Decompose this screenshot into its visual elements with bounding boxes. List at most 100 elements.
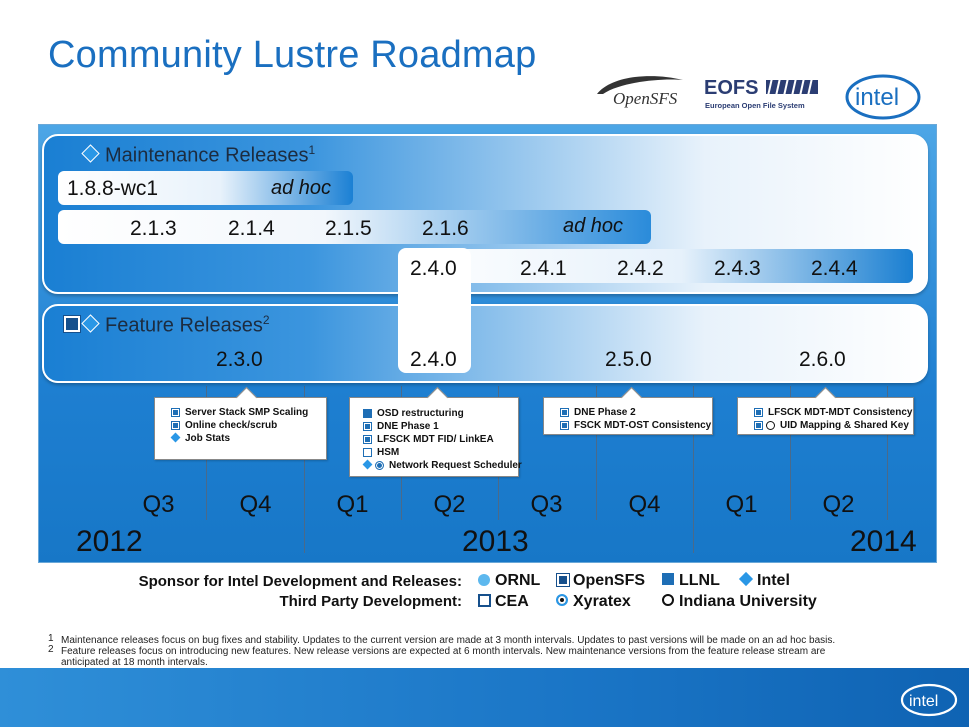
ornl-icon [478, 574, 490, 586]
release-2-4-highlight [398, 248, 471, 373]
quarter-label: Q2 [822, 491, 855, 518]
legend-cea: CEA [495, 593, 529, 610]
opensfs-icon [560, 421, 569, 430]
release-bar-2-4 [399, 249, 913, 283]
callout-item-text: HSM [377, 447, 400, 458]
year-label: 2014 [850, 525, 917, 558]
maintenance-releases-heading: Maintenance Releases1 [105, 143, 315, 168]
callout-item-text: Network Request Scheduler [389, 460, 522, 471]
intel-icon [362, 459, 373, 470]
opensfs-icon [171, 421, 180, 430]
intel-logo: intel [845, 74, 921, 120]
llnl-icon [662, 573, 674, 585]
feature-release-label: 2.4.0 [410, 348, 457, 371]
feature-heading-text: Feature Releases [105, 314, 263, 337]
quarter-label: Q4 [239, 491, 272, 518]
opensfs-logo: OpenSFS [597, 76, 683, 108]
opensfs-icon [754, 421, 763, 430]
opensfs-icon [171, 408, 180, 417]
callout-item-text: LFSCK MDT FID/ LinkEA [377, 434, 494, 445]
feature-releases-panel [42, 304, 928, 383]
footer-bar [0, 668, 969, 727]
callout-item-text: Online check/scrub [185, 420, 278, 431]
page-title: Community Lustre Roadmap [48, 34, 537, 76]
release-bar-2-1 [58, 210, 651, 244]
release-label: 2.1.5 [325, 217, 372, 240]
year-divider [304, 520, 305, 553]
quarter-divider [596, 386, 597, 520]
maintenance-footnote-ref: 1 [308, 143, 316, 157]
legend-indiana-university: Indiana University [679, 593, 817, 610]
quarter-divider [887, 386, 888, 520]
xyratex-icon [375, 461, 384, 470]
year-label: 2012 [76, 525, 143, 558]
feature-callout-2-4: OSD restructuring DNE Phase 1 LFSCK MDT … [349, 386, 522, 477]
opensfs-square-icon [64, 316, 80, 332]
callout-item: LFSCK MDT FID/ LinkEA [361, 433, 529, 446]
legend-llnl: LLNL [679, 572, 720, 589]
legend-intel: Intel [757, 572, 790, 589]
llnl-icon [363, 409, 372, 418]
release-label: 2.1.6 [422, 217, 469, 240]
cea-icon [478, 594, 491, 607]
opensfs-icon [754, 408, 763, 417]
legend-third-party-label: Third Party Development: [279, 593, 462, 610]
quarter-label: Q3 [142, 491, 175, 518]
feature-releases-heading: Feature Releases2 [105, 313, 270, 338]
legend-opensfs: OpenSFS [573, 572, 646, 589]
callout-item: DNE Phase 2 [558, 406, 726, 419]
quarter-label: Q1 [336, 491, 369, 518]
release-bar-1-8 [58, 171, 353, 205]
year-divider [693, 520, 694, 553]
callout-item: Server Stack SMP Scaling [169, 406, 340, 419]
opensfs-icon [363, 422, 372, 431]
opensfs-logo-text: OpenSFS [613, 89, 678, 108]
cea-icon [363, 448, 372, 457]
quarter-label: Q3 [530, 491, 563, 518]
quarter-divider [693, 386, 694, 520]
footnote-number: 1 [48, 633, 54, 644]
eofs-logo: EOFS European Open File System [704, 77, 818, 110]
feature-release-label: 2.3.0 [216, 348, 263, 371]
callout-item: HSM [361, 446, 529, 459]
intel-icon [738, 571, 754, 587]
callout-item-text: Job Stats [185, 433, 231, 444]
callout-item-text: DNE Phase 1 [377, 421, 439, 432]
callout-item: Job Stats [169, 432, 340, 445]
quarter-label: Q4 [628, 491, 661, 518]
quarter-divider [790, 386, 791, 520]
quarter-label: Q1 [725, 491, 758, 518]
release-label: 1.8.8-wc1 [67, 177, 159, 200]
callout-item: DNE Phase 1 [361, 420, 529, 433]
intel-icon [170, 432, 181, 443]
eofs-logo-subtitle: European Open File System [705, 101, 805, 110]
maintenance-heading-text: Maintenance Releases [105, 144, 309, 167]
release-label: 2.1.3 [130, 217, 177, 240]
eofs-logo-text: EOFS [704, 77, 758, 99]
footnote-text: anticipated at 18 month intervals. [61, 657, 208, 668]
callout-item: LFSCK MDT-MDT Consistency [752, 406, 927, 419]
callout-item: FSCK MDT-OST Consistency [558, 419, 726, 432]
release-label: 2.1.4 [228, 217, 275, 240]
adhoc-label: ad hoc [271, 177, 332, 199]
feature-callout-2-3: Server Stack SMP Scaling Online check/sc… [154, 386, 327, 460]
xyratex-icon [556, 594, 568, 606]
callout-item: Network Request Scheduler [361, 459, 529, 472]
callout-item: Online check/scrub [169, 419, 340, 432]
feature-release-label: 2.5.0 [605, 348, 652, 371]
callout-item-text: OSD restructuring [377, 408, 464, 419]
intel-footer-logo-text: intel [909, 693, 938, 710]
release-label: 2.4.4 [811, 257, 858, 280]
year-label: 2013 [462, 525, 529, 558]
feature-release-label: 2.6.0 [799, 348, 846, 371]
callout-item-text: Server Stack SMP Scaling [185, 407, 309, 418]
intel-logo-text: intel [855, 84, 899, 111]
feature-callout-2-6: LFSCK MDT-MDT Consistency UID Mapping & … [737, 386, 914, 435]
adhoc-label: ad hoc [563, 215, 624, 237]
release-label: 2.4.1 [520, 257, 567, 280]
callout-item: UID Mapping & Shared Key [752, 419, 927, 432]
callout-item-text: DNE Phase 2 [574, 407, 636, 418]
opensfs-icon [560, 408, 569, 417]
indiana-university-icon [766, 421, 775, 430]
release-label: 2.4.3 [714, 257, 761, 280]
